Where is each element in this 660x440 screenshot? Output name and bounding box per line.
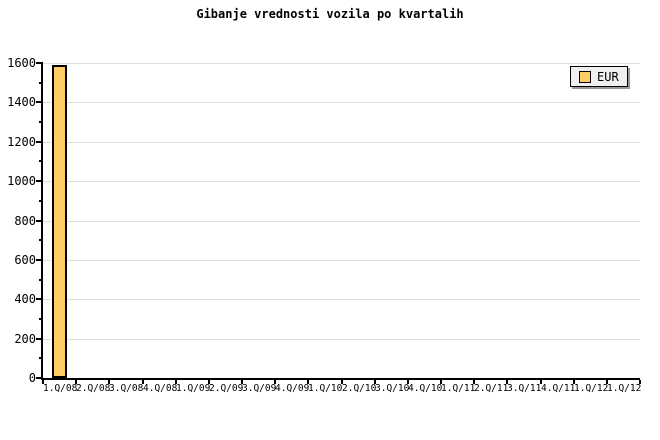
y-axis-label: 1000 (7, 174, 36, 188)
x-axis-label: 2.Q/09 (209, 383, 244, 394)
y-axis-minor-tick (39, 82, 43, 84)
y-axis-major-tick (36, 141, 43, 143)
x-axis-tick (639, 380, 641, 384)
y-axis-minor-tick (39, 318, 43, 320)
x-axis-tick (307, 380, 309, 384)
x-axis-label: 1.Q/12 (574, 383, 609, 394)
x-axis-label: 1.Q/09 (176, 383, 211, 394)
y-axis-label: 400 (14, 292, 36, 306)
x-axis-tick (142, 380, 144, 384)
x-axis-label: 3.Q/10 (375, 383, 410, 394)
x-axis-tick (108, 380, 110, 384)
y-axis-minor-tick (39, 200, 43, 202)
x-axis-tick (341, 380, 343, 384)
y-axis-label: 800 (14, 214, 36, 228)
x-axis-label: 4.Q/09 (275, 383, 310, 394)
y-axis-minor-tick (39, 279, 43, 281)
x-axis-tick (573, 380, 575, 384)
x-axis-label: 2.Q/08 (76, 383, 111, 394)
y-axis-label: 1600 (7, 56, 36, 70)
x-axis-tick (374, 380, 376, 384)
chart-title: Gibanje vrednosti vozila po kvartalih (196, 7, 464, 21)
x-axis-label: 2.Q/10 (342, 383, 377, 394)
grid-line (43, 181, 640, 182)
y-axis-major-tick (36, 220, 43, 222)
y-axis-label: 600 (14, 253, 36, 267)
y-axis-label: 0 (28, 371, 36, 385)
grid-line (43, 63, 640, 64)
legend-swatch-eur-icon (579, 70, 591, 83)
x-axis-label: 2.Q/11 (474, 383, 509, 394)
x-axis-label: 1.Q/12 (607, 383, 642, 394)
grid-line (43, 260, 640, 261)
x-axis-label: 3.Q/08 (109, 383, 144, 394)
plot-area (41, 63, 640, 380)
grid-line (43, 339, 640, 340)
x-axis-tick (75, 380, 77, 384)
y-axis-minor-tick (39, 357, 43, 359)
x-axis-label: 1.Q/08 (43, 383, 78, 394)
y-axis-major-tick (36, 101, 43, 103)
bar-1.Q/08 (52, 65, 67, 378)
x-axis-tick (42, 380, 44, 384)
y-axis-minor-tick (39, 121, 43, 123)
grid-line (43, 299, 640, 300)
x-axis-label: 4.Q/08 (143, 383, 178, 394)
y-axis-minor-tick (39, 160, 43, 162)
grid-line (43, 102, 640, 103)
x-axis-label: 1.Q/10 (308, 383, 343, 394)
y-axis-minor-tick (39, 239, 43, 241)
legend: EUR (570, 66, 628, 87)
y-axis-label: 200 (14, 332, 36, 346)
x-axis-label: 1.Q/11 (441, 383, 476, 394)
grid-line (43, 221, 640, 222)
y-axis-label: 1200 (7, 135, 36, 149)
x-axis-label: 3.Q/11 (507, 383, 542, 394)
x-axis-tick (540, 380, 542, 384)
x-axis-tick (407, 380, 409, 384)
y-axis-major-tick (36, 180, 43, 182)
y-axis-major-tick (36, 298, 43, 300)
x-axis-tick (208, 380, 210, 384)
x-axis-label: 4.Q/11 (541, 383, 576, 394)
x-axis-tick (175, 380, 177, 384)
y-axis-major-tick (36, 338, 43, 340)
x-axis-tick (606, 380, 608, 384)
y-axis-major-tick (36, 62, 43, 64)
x-axis-tick (473, 380, 475, 384)
x-axis-tick (506, 380, 508, 384)
y-axis-label: 1400 (7, 95, 36, 109)
x-axis-tick (274, 380, 276, 384)
legend-label: EUR (597, 69, 619, 84)
x-axis-label: 4.Q/10 (408, 383, 443, 394)
y-axis-major-tick (36, 259, 43, 261)
y-axis-major-tick (36, 377, 43, 379)
x-axis-tick (241, 380, 243, 384)
x-axis-label: 3.Q/09 (242, 383, 277, 394)
grid-line (43, 142, 640, 143)
x-axis-tick (440, 380, 442, 384)
